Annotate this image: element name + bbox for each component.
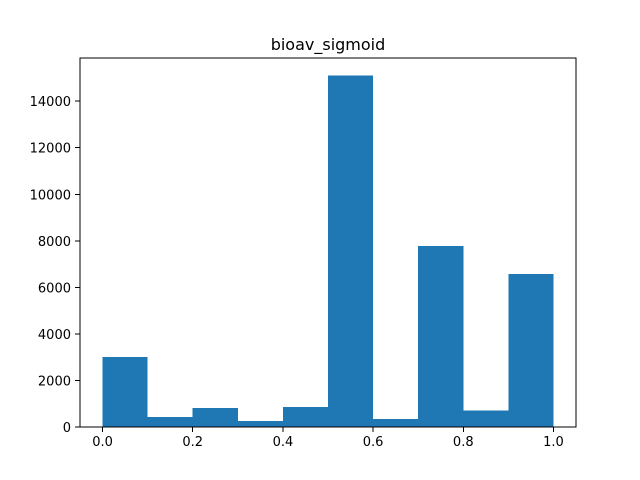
y-tick-label: 2000: [38, 374, 71, 389]
histogram-bar-4: [282, 406, 328, 427]
y-tick-label: 8000: [38, 235, 71, 250]
histogram-bar-1: [147, 416, 193, 427]
y-axis: 0 2000 4000 6000 8000 10000 12000 14000: [30, 95, 80, 436]
x-tick-label: 0.0: [92, 435, 113, 450]
y-tick-label: 0: [63, 421, 71, 436]
y-tick-label: 14000: [30, 95, 71, 110]
x-tick-label: 0.2: [182, 435, 203, 450]
x-tick-label: 1.0: [543, 435, 564, 450]
x-tick-label: 0.4: [273, 435, 294, 450]
y-tick-label: 6000: [38, 281, 71, 296]
y-tick-label: 10000: [30, 188, 71, 203]
y-tick-label: 4000: [38, 328, 71, 343]
chart-title: bioav_sigmoid: [271, 35, 386, 55]
y-tick-label: 12000: [30, 142, 71, 157]
histogram-bar-6: [373, 418, 419, 427]
histogram-bar-0: [102, 357, 148, 427]
histogram-bar-7: [418, 245, 464, 427]
x-axis: 0.0 0.2 0.4 0.6 0.8 1.0: [92, 427, 564, 450]
histogram-bar-2: [192, 407, 238, 427]
histogram-bar-3: [237, 420, 283, 427]
histogram-bar-8: [463, 410, 509, 427]
plot-frame: [79, 57, 577, 428]
histogram-bar-9: [508, 273, 554, 427]
x-tick-label: 0.8: [453, 435, 474, 450]
x-tick-label: 0.6: [363, 435, 384, 450]
histogram-bar-5: [328, 75, 374, 427]
bars-layer: [102, 75, 554, 427]
